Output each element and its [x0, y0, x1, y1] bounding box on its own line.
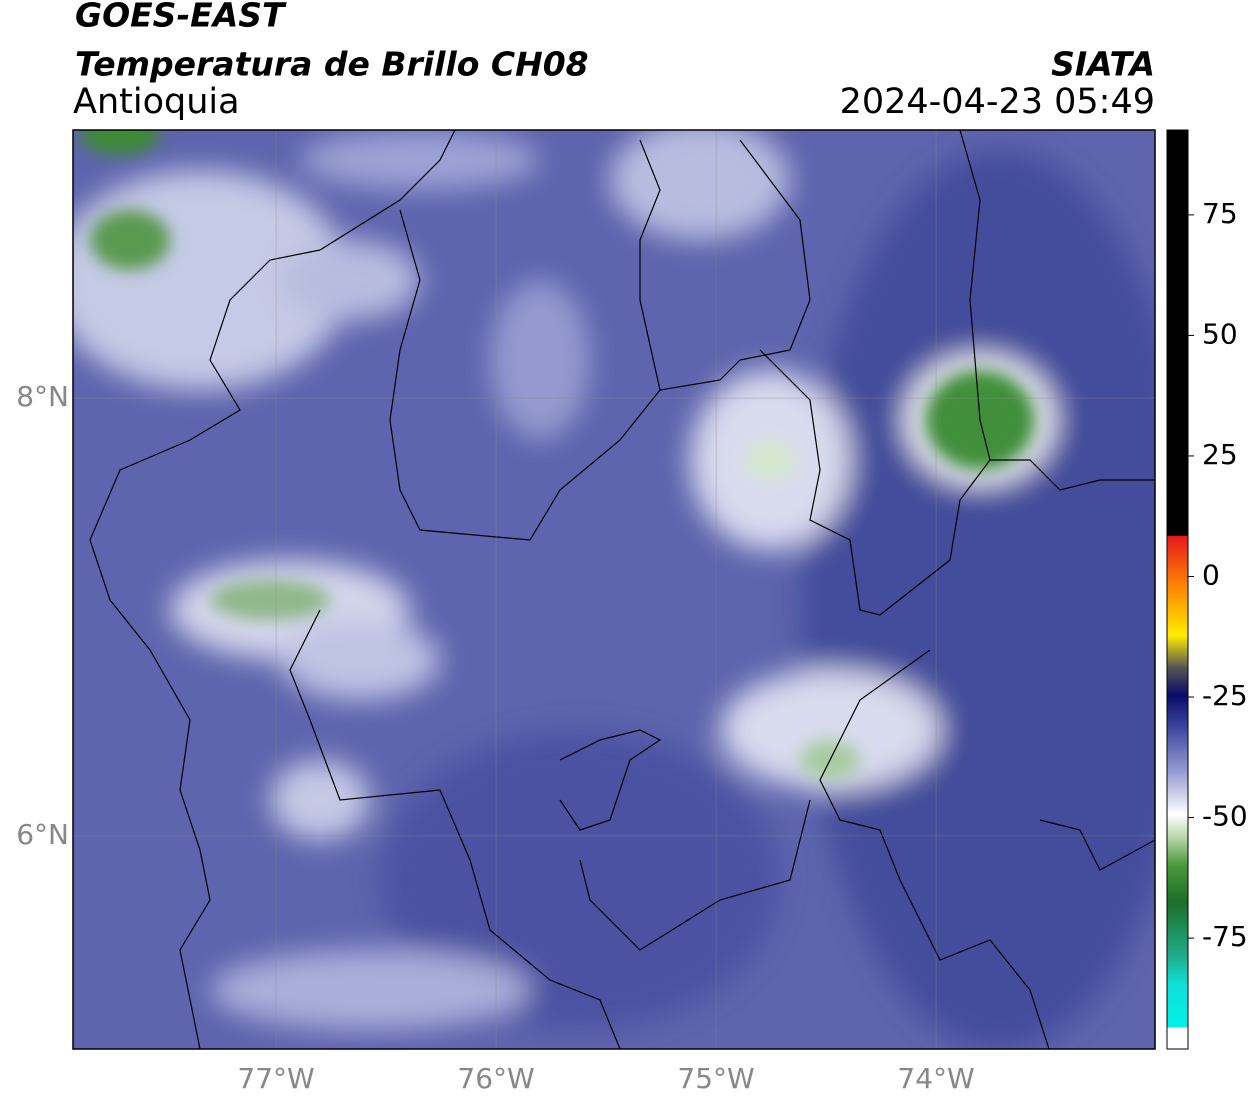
subtitle: Temperatura de Brillo CH08	[75, 45, 589, 84]
region: Antioquia	[73, 82, 240, 122]
colorbar-tick-label: 75	[1202, 197, 1238, 230]
plot-frame	[72, 129, 1156, 1050]
y-tick-label: 8°N	[16, 380, 69, 413]
colorbar-tick-label: -75	[1202, 920, 1248, 953]
x-tick-label: 77°W	[237, 1062, 314, 1095]
colorbar-tick-label: 50	[1202, 317, 1238, 350]
colorbar-tick-label: 0	[1202, 558, 1220, 591]
x-tick-label: 76°W	[457, 1062, 534, 1095]
agency: SIATA	[1051, 45, 1155, 84]
y-tick-label: 6°N	[16, 818, 69, 851]
x-tick-label: 75°W	[677, 1062, 754, 1095]
satellite-image	[73, 130, 1155, 1049]
title: GOES-EAST	[75, 0, 287, 35]
x-tick-label: 74°W	[897, 1062, 974, 1095]
colorbar	[1166, 129, 1189, 1050]
grid	[73, 130, 1155, 1049]
colorbar-tick-label: 25	[1202, 438, 1238, 471]
colorbar-tick-label: -25	[1202, 679, 1248, 712]
timestamp: 2024-04-23 05:49	[840, 82, 1155, 122]
colorbar-tick-label: -50	[1202, 800, 1248, 833]
